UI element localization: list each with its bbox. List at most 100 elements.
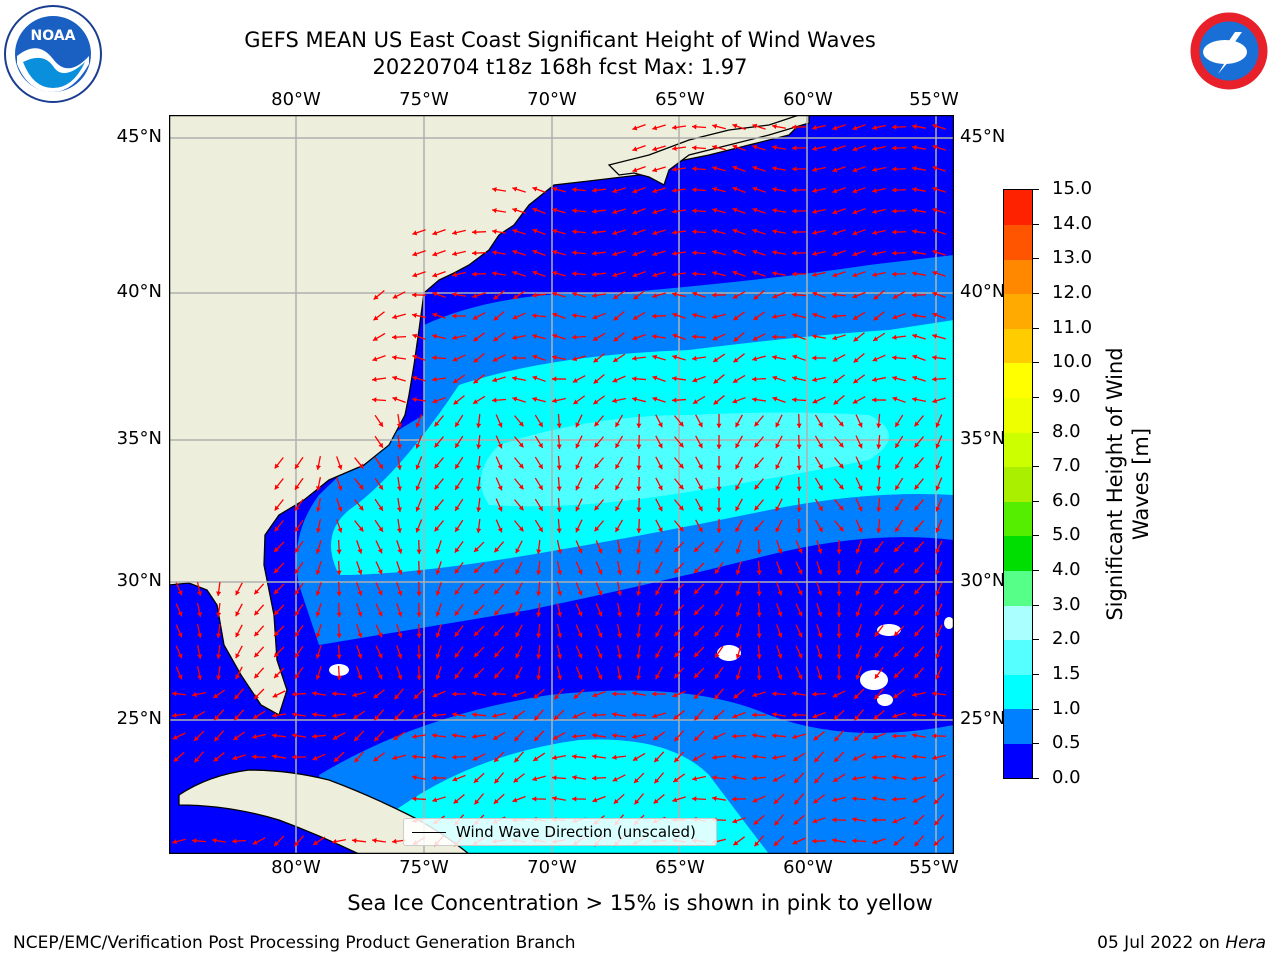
wave-direction-arrowhead xyxy=(735,674,741,680)
wave-direction-arrowhead xyxy=(715,568,720,574)
wave-direction-arrowhead xyxy=(756,570,762,575)
wave-direction-arrowhead xyxy=(616,570,623,575)
colorbar-tick-label: 12.0 xyxy=(1052,281,1093,303)
wave-direction-arrowhead xyxy=(336,633,342,638)
wave-direction-arrowhead xyxy=(397,632,403,638)
wave-direction-arrowhead xyxy=(792,734,798,740)
wave-direction-arrowhead xyxy=(657,443,663,449)
wave-direction-arrowhead xyxy=(476,528,482,533)
wave-direction-arrowhead xyxy=(192,714,198,719)
wave-direction-arrowhead xyxy=(552,228,558,234)
wave-direction-arrowhead xyxy=(712,123,718,129)
wave-direction-arrowhead xyxy=(272,733,277,739)
wave-direction-arrowhead xyxy=(552,735,558,740)
wave-direction-arrowhead xyxy=(632,690,637,697)
wave-direction-arrowhead xyxy=(892,294,898,299)
wave-direction-arrowhead xyxy=(772,733,777,739)
wave-direction-arrowhead xyxy=(812,167,817,173)
wave-direction-arrowhead xyxy=(694,568,699,574)
nws-logo xyxy=(1182,4,1276,98)
wave-direction-arrowhead xyxy=(254,652,260,658)
wave-direction-arrowhead xyxy=(857,506,863,512)
wave-direction-arrowhead xyxy=(512,355,517,361)
lon-label-bottom: 60°W xyxy=(783,857,833,878)
wave-direction-arrowhead xyxy=(872,397,877,403)
wave-direction-arrowhead xyxy=(855,632,861,638)
wave-direction-arrowhead xyxy=(772,249,777,256)
wave-direction-arrowhead xyxy=(872,356,878,362)
wave-direction-arrowhead xyxy=(836,591,842,596)
wave-direction-arrowhead xyxy=(373,693,379,699)
wave-direction-arrowhead xyxy=(533,756,539,761)
colorbar-tick-mark xyxy=(1033,743,1039,745)
wave-direction-arrowhead xyxy=(536,570,542,575)
wave-direction-arrowhead xyxy=(732,713,738,719)
wave-direction-arrowhead xyxy=(817,632,823,638)
colorbar-tick-mark xyxy=(1033,778,1039,779)
wave-direction-arrowhead xyxy=(652,313,657,319)
wave-direction-arrowhead xyxy=(914,568,920,574)
wave-direction-arrowhead xyxy=(538,442,543,448)
wave-direction-arrowhead xyxy=(818,422,823,428)
wave-direction-arrowhead xyxy=(575,485,581,491)
wave-direction-arrowhead xyxy=(592,314,598,320)
wave-direction-arrowhead xyxy=(772,186,777,193)
lon-label-top: 55°W xyxy=(909,89,959,110)
wave-direction-arrowhead xyxy=(472,271,477,277)
wave-direction-arrowhead xyxy=(615,422,620,428)
wave-direction-arrowhead xyxy=(492,377,498,383)
wave-direction-arrowhead xyxy=(672,208,677,214)
wave-direction-arrowhead xyxy=(773,841,779,846)
wave-direction-arrowhead xyxy=(792,691,797,697)
wave-direction-arrowhead xyxy=(612,776,618,782)
wave-direction-arrowhead xyxy=(455,505,460,511)
wave-direction-arrowhead xyxy=(332,735,338,740)
wave-direction-arrowhead xyxy=(254,610,260,616)
wave-direction-arrowhead xyxy=(735,653,741,659)
wave-direction-arrowhead xyxy=(792,208,797,214)
wave-direction-arrowhead xyxy=(474,547,479,552)
wave-direction-arrowhead xyxy=(377,548,383,554)
lon-label-top: 80°W xyxy=(271,89,321,110)
svg-text:NOAA: NOAA xyxy=(31,28,76,44)
wave-direction-arrowhead xyxy=(594,526,600,532)
wave-direction-arrowhead xyxy=(432,712,437,718)
wave-direction-arrowhead xyxy=(513,294,519,299)
wave-direction-arrowhead xyxy=(834,736,840,742)
wave-direction-arrowhead xyxy=(575,464,581,470)
wave-direction-arrowhead xyxy=(552,249,558,255)
wave-direction-arrowhead xyxy=(416,612,422,617)
wave-direction-arrowhead xyxy=(792,145,797,151)
wave-direction-arrowhead xyxy=(378,463,383,469)
colorbar-segment xyxy=(1004,639,1032,675)
wave-direction-arrowhead xyxy=(213,693,219,699)
wave-direction-arrowhead xyxy=(333,757,339,762)
wave-direction-arrowhead xyxy=(636,549,642,554)
wave-direction-arrowhead xyxy=(632,315,638,320)
wave-direction-arrowhead xyxy=(812,398,818,404)
wave-direction-arrowhead xyxy=(572,713,578,719)
wave-direction-arrowhead xyxy=(874,631,880,637)
wave-direction-arrowhead xyxy=(572,754,577,760)
wave-direction-arrowhead xyxy=(772,396,778,402)
wave-direction-arrowhead xyxy=(497,527,503,533)
wave-direction-arrowhead xyxy=(572,796,577,802)
wave-direction-arrowhead xyxy=(377,569,383,575)
wave-direction-arrowhead xyxy=(914,673,920,679)
wave-direction-arrowhead xyxy=(672,354,678,360)
wave-direction-arrowhead xyxy=(274,526,280,532)
colorbar-segment xyxy=(1004,293,1032,329)
wave-direction-arrowhead xyxy=(833,777,839,782)
wave-direction-arrowhead xyxy=(252,734,257,740)
wave-direction-arrowhead xyxy=(872,817,877,823)
wave-direction-arrowhead xyxy=(472,315,478,320)
wave-direction-arrowhead xyxy=(775,464,781,470)
wave-direction-arrowhead xyxy=(892,229,897,235)
wave-direction-arrowhead xyxy=(337,527,343,533)
wave-direction-arrowhead xyxy=(274,463,280,469)
lon-label-bottom: 75°W xyxy=(399,857,449,878)
wave-direction-arrowhead xyxy=(713,378,719,384)
wave-direction-arrowhead xyxy=(515,674,521,680)
colorbar-tick-mark xyxy=(1033,708,1039,710)
wave-direction-arrowhead xyxy=(792,354,798,360)
